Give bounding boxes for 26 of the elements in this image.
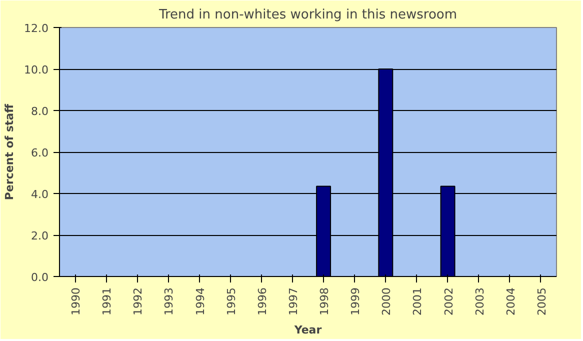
x-tick-label: 1994	[194, 287, 207, 316]
x-tick-label: 1997	[286, 287, 300, 316]
x-tick-label: 1995	[224, 287, 238, 316]
x-tick-label: 2002	[442, 287, 456, 316]
y-tick-label: 0.0	[31, 271, 49, 284]
x-axis-title: Year	[293, 323, 322, 336]
x-tick-label: 1990	[70, 287, 83, 316]
x-tick-label: 1998	[318, 287, 332, 316]
x-tick-label: 1996	[256, 287, 269, 316]
x-tick-label: 1991	[100, 287, 114, 316]
y-tick-label: 8.0	[31, 105, 49, 118]
x-tick-label: 2004	[504, 287, 518, 316]
x-tick-label: 2000	[380, 287, 394, 316]
y-tick-label: 6.0	[31, 146, 49, 160]
x-tick-label: 2003	[473, 287, 486, 316]
y-tick-label: 10.0	[24, 64, 49, 76]
y-tick-label: 4.0	[31, 188, 49, 201]
x-tick-label: 1993	[162, 287, 176, 316]
x-tick-label: 2001	[411, 287, 424, 316]
y-tick-label: 2.0	[31, 230, 49, 242]
y-tick-label: 12.0	[24, 22, 49, 35]
chart-title: Trend in non-whites working in this newsroom	[158, 8, 458, 22]
x-tick-label: 2005	[535, 287, 548, 316]
x-tick-label: 1992	[132, 287, 145, 316]
y-axis-title: Percent of staff	[3, 104, 16, 200]
x-tick-label: 1999	[349, 287, 362, 316]
